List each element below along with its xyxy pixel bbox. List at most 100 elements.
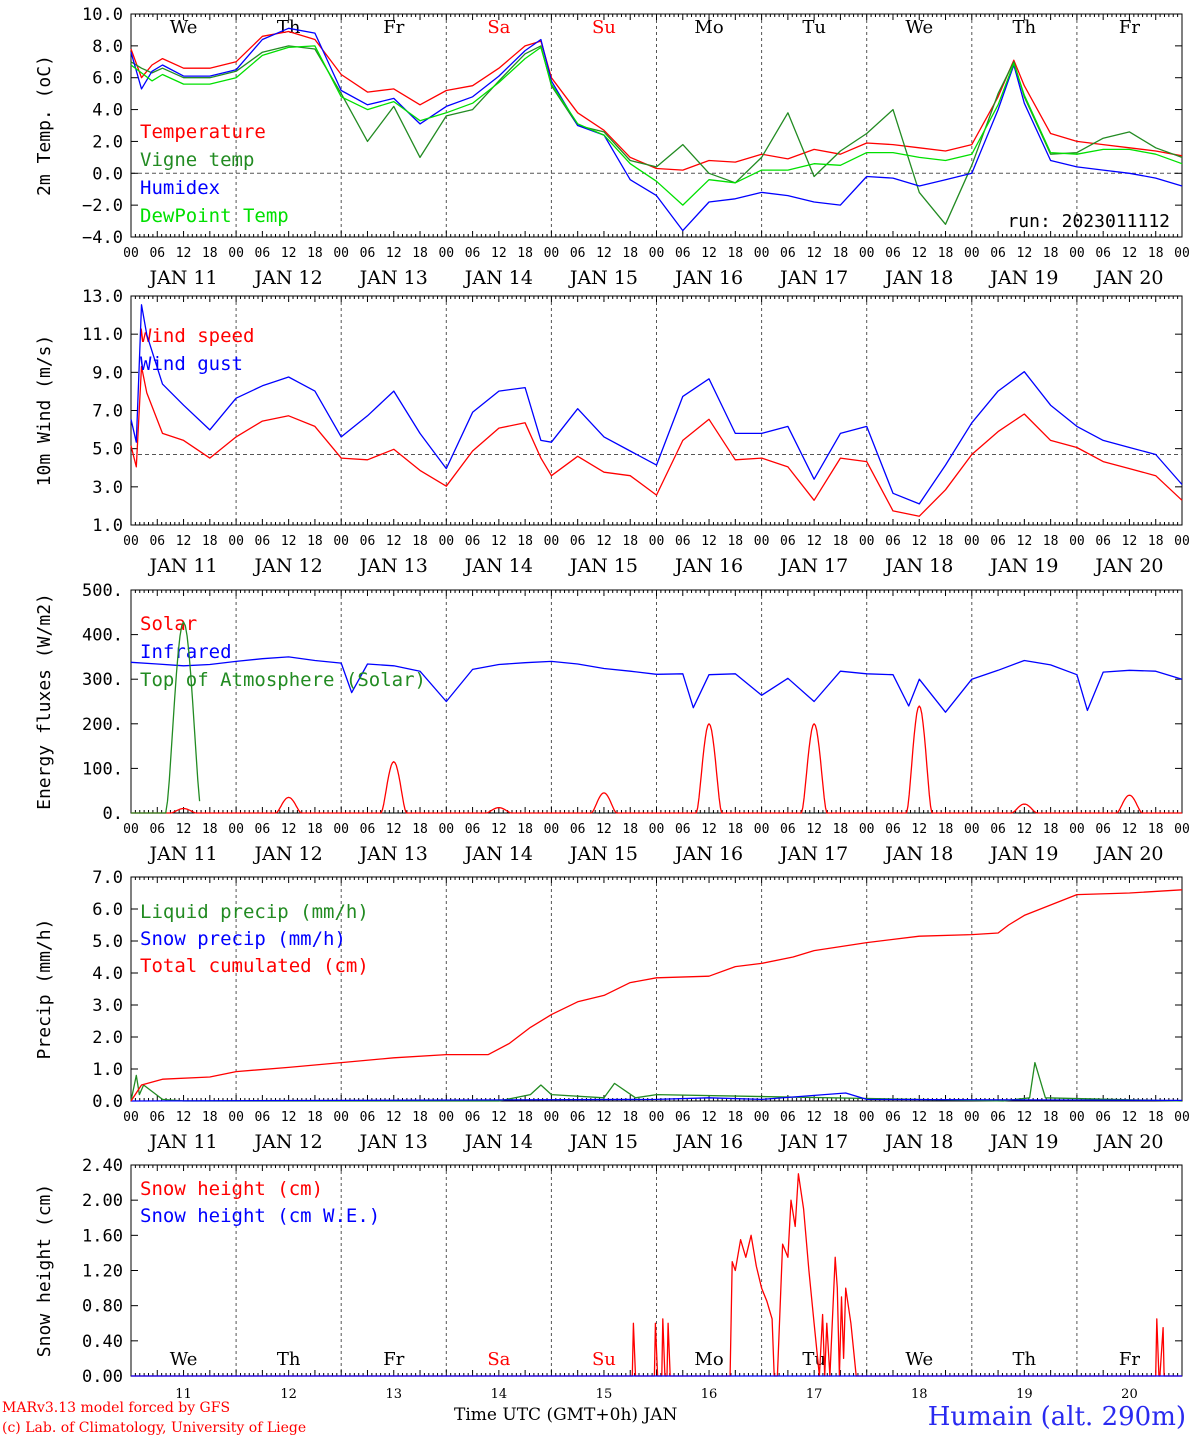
- hour-tick-label: 06: [885, 822, 901, 837]
- series-line-total-cumulated-cm-: [130, 889, 1183, 1102]
- hour-tick-label: 06: [465, 246, 481, 261]
- hour-tick-label: 06: [149, 246, 165, 261]
- hour-tick-label: 18: [517, 534, 533, 549]
- hour-tick-label: 00: [1069, 822, 1085, 837]
- date-label: JAN 18: [883, 555, 953, 577]
- hour-tick-label: 06: [1095, 534, 1111, 549]
- y-tick-label: −2.0: [82, 196, 123, 216]
- hour-tick-label: 00: [228, 246, 244, 261]
- legend-entry: Snow precip (mm/h): [140, 928, 346, 950]
- date-label: JAN 14: [463, 843, 533, 865]
- hour-tick-label: 00: [123, 822, 139, 837]
- hour-tick-label: 12: [806, 534, 822, 549]
- y-tick-label: 1.0: [92, 516, 123, 536]
- hour-tick-label: 06: [360, 822, 376, 837]
- hour-tick-label: 18: [727, 534, 743, 549]
- y-tick-label: 2.0: [92, 132, 123, 152]
- hour-tick-label: 12: [806, 822, 822, 837]
- hour-tick-label: 12: [596, 1110, 612, 1125]
- hour-tick-label: 12: [386, 822, 402, 837]
- hour-tick-label: 18: [833, 1110, 849, 1125]
- hour-tick-label: 12: [911, 246, 927, 261]
- legend-entry: Total cumulated (cm): [140, 955, 369, 977]
- hour-tick-label: 12: [281, 534, 297, 549]
- hour-tick-label: 12: [806, 246, 822, 261]
- legend-entry: Snow height (cm): [140, 1178, 323, 1200]
- hour-tick-label: 12: [596, 246, 612, 261]
- hour-tick-label: 00: [228, 534, 244, 549]
- y-tick-label: 4.0: [92, 101, 123, 121]
- date-label: JAN 14: [463, 555, 533, 577]
- y-tick-label: 1.0: [92, 1060, 123, 1080]
- y-tick-label: 4.0: [92, 964, 123, 984]
- day-number-label: 16: [701, 1387, 718, 1402]
- hour-tick-label: 18: [1043, 1110, 1059, 1125]
- y-tick-label: 7.0: [92, 402, 123, 422]
- hour-tick-label: 00: [754, 246, 770, 261]
- date-label: JAN 20: [1093, 843, 1163, 865]
- hour-tick-label: 00: [544, 822, 560, 837]
- weekday-label: Fr: [383, 1349, 404, 1370]
- y-tick-label: 5.0: [92, 440, 123, 460]
- date-label: JAN 18: [883, 843, 953, 865]
- hour-tick-label: 06: [255, 534, 271, 549]
- series-line-vigne-temp: [130, 45, 1183, 225]
- hour-tick-label: 12: [1122, 534, 1138, 549]
- hour-tick-label: 12: [386, 534, 402, 549]
- date-label: JAN 17: [778, 843, 848, 865]
- weekday-label: Mo: [694, 17, 723, 38]
- hour-tick-label: 18: [1148, 822, 1164, 837]
- date-label: JAN 13: [358, 1131, 428, 1153]
- hour-tick-label: 06: [360, 534, 376, 549]
- weekday-label: We: [170, 17, 198, 38]
- y-tick-label: 13.0: [82, 287, 123, 307]
- hour-tick-label: 18: [1148, 534, 1164, 549]
- hour-tick-label: 18: [833, 534, 849, 549]
- weekday-label: Fr: [1119, 1349, 1140, 1370]
- hour-tick-label: 00: [754, 1110, 770, 1125]
- day-number-label: 17: [806, 1387, 823, 1402]
- y-tick-label: 0.: [103, 804, 123, 824]
- plot-frame-3: [130, 589, 1183, 814]
- date-label: JAN 18: [883, 1131, 953, 1153]
- hour-tick-label: 18: [517, 1110, 533, 1125]
- hour-tick-label: 00: [333, 246, 349, 261]
- hour-tick-label: 18: [938, 246, 954, 261]
- legend-entry: Wind speed: [140, 325, 254, 347]
- y-axis-title: 2m Temp. (oC): [34, 55, 55, 196]
- y-axis-title: 10m Wind (m/s): [34, 335, 55, 487]
- date-label: JAN 11: [147, 555, 217, 577]
- hour-tick-label: 18: [202, 246, 218, 261]
- legend-entry: DewPoint Temp: [140, 205, 289, 227]
- hour-tick-label: 06: [780, 1110, 796, 1125]
- station-name: Humain (alt. 290m): [927, 1402, 1186, 1432]
- y-tick-label: 1.20: [82, 1262, 123, 1282]
- hour-tick-label: 00: [754, 822, 770, 837]
- series-line-wind-speed: [130, 365, 1183, 517]
- hour-tick-label: 06: [1095, 246, 1111, 261]
- hour-tick-label: 18: [1148, 246, 1164, 261]
- date-label: JAN 13: [358, 267, 428, 289]
- hour-tick-label: 12: [386, 1110, 402, 1125]
- hour-tick-label: 18: [202, 822, 218, 837]
- hour-tick-label: 18: [622, 246, 638, 261]
- date-label: JAN 14: [463, 1131, 533, 1153]
- hour-tick-label: 06: [1095, 822, 1111, 837]
- y-tick-label: 0.80: [82, 1297, 123, 1317]
- series-line-wind-gust: [130, 304, 1183, 505]
- date-label: JAN 15: [568, 555, 638, 577]
- legend-entry: Wind gust: [140, 353, 243, 375]
- hour-tick-label: 18: [727, 822, 743, 837]
- hour-tick-label: 18: [938, 822, 954, 837]
- legend-entry: Liquid precip (mm/h): [140, 901, 369, 923]
- date-label: JAN 15: [568, 843, 638, 865]
- hour-tick-label: 06: [149, 1110, 165, 1125]
- hour-tick-label: 00: [123, 534, 139, 549]
- hour-tick-label: 06: [570, 246, 586, 261]
- date-label: JAN 19: [988, 555, 1058, 577]
- hour-tick-label: 12: [1122, 246, 1138, 261]
- hour-tick-label: 12: [491, 1110, 507, 1125]
- weekday-label: We: [905, 1349, 933, 1370]
- hour-tick-label: 12: [911, 534, 927, 549]
